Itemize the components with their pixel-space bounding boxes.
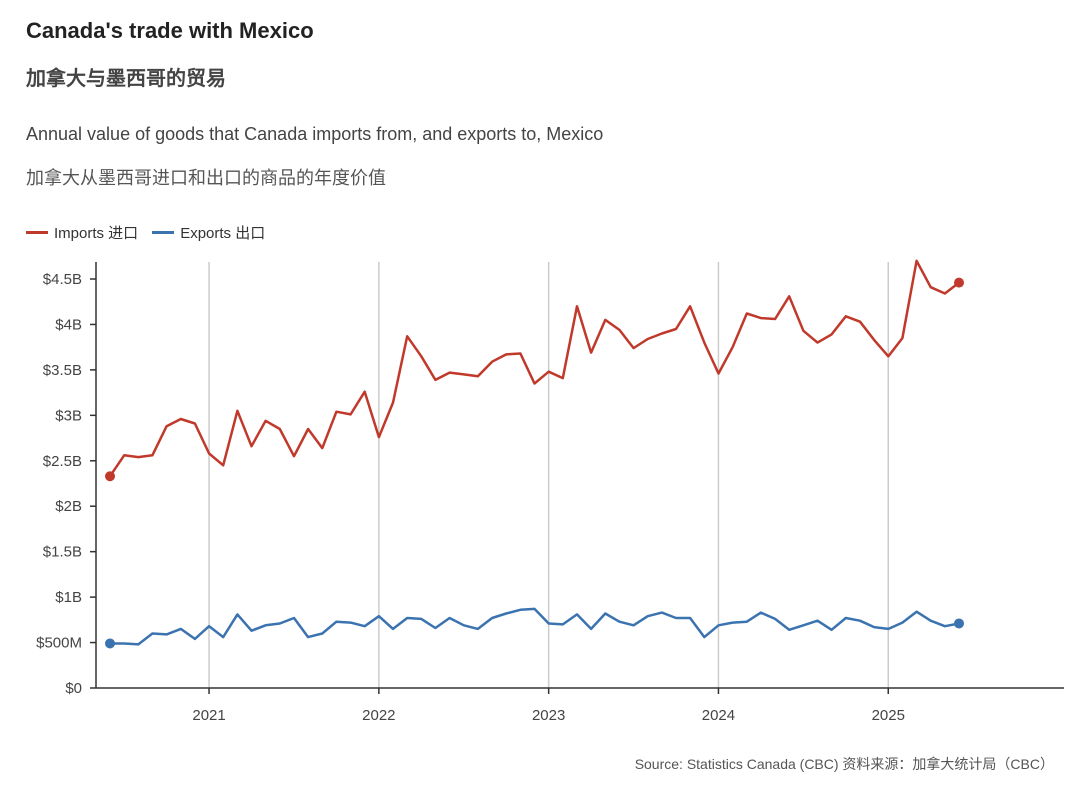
- series-start-point-imports: [105, 471, 115, 482]
- series-end-point-exports: [954, 618, 964, 629]
- legend-swatch-exports: [152, 231, 175, 234]
- x-tick-label: 2021: [192, 707, 225, 724]
- y-tick-label: $1B: [55, 589, 82, 606]
- chart-title-chinese: 加拿大与墨西哥的贸易: [26, 68, 226, 90]
- y-tick-label: $500M: [36, 635, 82, 652]
- y-tick-label: $2.5B: [43, 453, 82, 470]
- x-tick-label: 2024: [702, 707, 735, 724]
- legend-label-exports: Exports 出口: [180, 225, 266, 242]
- y-tick-label: $1.5B: [43, 544, 82, 561]
- chart-subtitle-chinese: 加拿大从墨西哥进口和出口的商品的年度价值: [26, 168, 386, 188]
- chart-subtitle: Annual value of goods that Canada import…: [26, 124, 604, 144]
- y-tick-label: $3B: [55, 407, 82, 424]
- series-end-point-imports: [954, 277, 964, 288]
- chart-legend: Imports 进口 Exports 出口: [26, 222, 279, 243]
- source-note: Source: Statistics Canada (CBC) 资料来源：加拿大…: [634, 756, 1054, 772]
- legend-item-imports[interactable]: Imports 进口: [26, 222, 138, 243]
- x-tick-label: 2025: [872, 707, 905, 724]
- y-tick-label: $4.5B: [43, 271, 82, 288]
- series-start-point-exports: [105, 638, 115, 649]
- y-tick-label: $0: [65, 680, 82, 697]
- x-tick-label: 2022: [362, 707, 395, 724]
- series-line-exports: [110, 607, 960, 646]
- y-tick-label: $2B: [55, 498, 82, 515]
- series-line-imports: [108, 259, 960, 477]
- chart-title: Canada's trade with Mexico: [26, 18, 314, 43]
- legend-label-imports: Imports 进口: [54, 225, 139, 242]
- y-tick-label: $4B: [55, 316, 82, 333]
- x-tick-label: 2023: [532, 707, 565, 724]
- y-tick-label: $3.5B: [43, 362, 82, 379]
- legend-swatch-imports: [26, 231, 48, 234]
- legend-item-exports[interactable]: Exports 出口: [152, 222, 265, 243]
